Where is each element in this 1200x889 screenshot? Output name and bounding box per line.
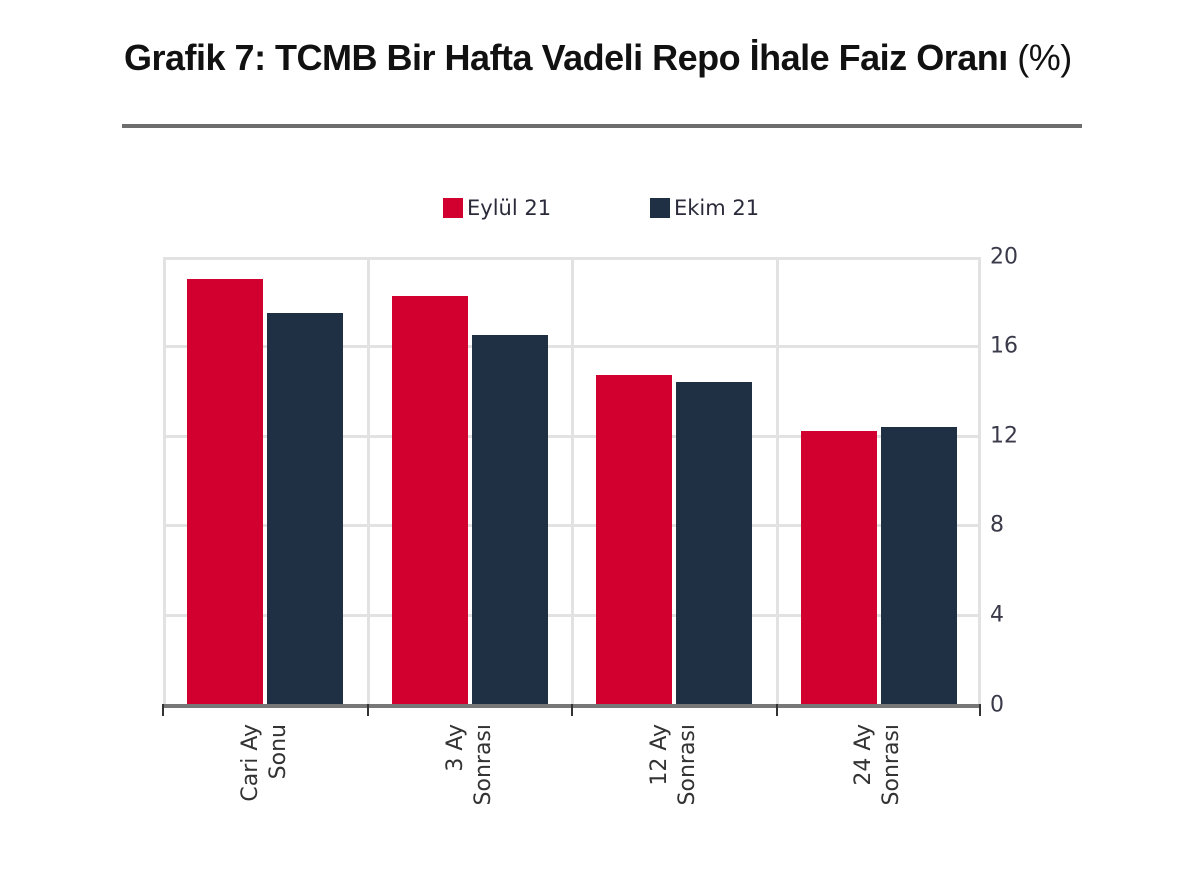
x-label-line: Sonrası — [675, 724, 700, 806]
title-underline — [122, 124, 1082, 128]
plot-area — [163, 257, 981, 705]
x-label-line: Cari Ay — [238, 724, 263, 802]
x-label-line: 12 Ay — [647, 724, 672, 786]
x-label-line: 3 Ay — [443, 724, 468, 772]
chart-title-unit: (%) — [1017, 37, 1072, 78]
x-tick — [571, 704, 573, 716]
vgrid-4 — [978, 257, 981, 705]
y-tick-label: 8 — [990, 512, 1004, 538]
chart-title: Grafik 7: TCMB Bir Hafta Vadeli Repo İha… — [124, 32, 1084, 84]
bar-cari-ay-sonu-eylül-21 — [187, 279, 263, 705]
bar-24-ay-sonrası-eylül-21 — [800, 430, 877, 705]
bar-12-ay-sonrası-eylül-21 — [596, 374, 672, 705]
y-tick-label: 0 — [990, 692, 1004, 718]
legend-label: Eylül 21 — [467, 196, 552, 220]
bar-12-ay-sonrası-ekim-21 — [676, 382, 752, 705]
x-label-line: Sonrası — [879, 724, 904, 806]
bar-24-ay-sonrası-ekim-21 — [880, 427, 957, 705]
x-tick — [367, 704, 369, 716]
vgrid-0 — [163, 257, 166, 705]
x-tick — [979, 704, 981, 716]
y-tick-label: 20 — [990, 244, 1018, 270]
vgrid-3 — [776, 257, 779, 705]
x-label-3-ay-sonrasi: 3 Ay Sonrası — [443, 724, 496, 874]
legend-label: Ekim 21 — [674, 196, 760, 220]
vgrid-1 — [367, 257, 370, 705]
legend-item-eylul: Eylül 21 — [443, 193, 551, 223]
bar-3-ay-sonrası-eylül-21 — [391, 296, 468, 705]
legend-swatch-red — [443, 198, 463, 218]
x-label-line: Sonrası — [471, 724, 496, 806]
y-tick-label: 12 — [990, 423, 1018, 449]
bar-3-ay-sonrası-ekim-21 — [471, 335, 548, 705]
x-label-12-ay-sonrasi: 12 Ay Sonrası — [647, 724, 700, 874]
x-label-24-ay-sonrasi: 24 Ay Sonrası — [851, 724, 904, 874]
x-tick — [162, 704, 164, 716]
y-tick-label: 16 — [990, 333, 1018, 359]
legend-item-ekim: Ekim 21 — [650, 193, 759, 223]
y-tick-label: 4 — [990, 602, 1004, 628]
legend-swatch-navy — [650, 198, 670, 218]
x-label-cari-ay-sonu: Cari Ay Sonu — [238, 724, 291, 874]
chart-title-main: Grafik 7: TCMB Bir Hafta Vadeli Repo İha… — [124, 37, 1008, 78]
x-tick — [776, 704, 778, 716]
bar-cari-ay-sonu-ekim-21 — [267, 313, 343, 705]
vgrid-2 — [571, 257, 574, 705]
x-label-line: 24 Ay — [851, 724, 876, 786]
x-label-line: Sonu — [266, 724, 291, 780]
